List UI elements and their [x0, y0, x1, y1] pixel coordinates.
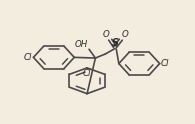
Text: Cl: Cl: [160, 59, 169, 68]
Text: Cl: Cl: [24, 53, 32, 62]
Text: Cl: Cl: [83, 69, 91, 78]
Text: O: O: [122, 30, 129, 39]
Text: OH: OH: [75, 40, 88, 49]
Text: S: S: [112, 38, 119, 48]
Text: O: O: [102, 30, 109, 39]
